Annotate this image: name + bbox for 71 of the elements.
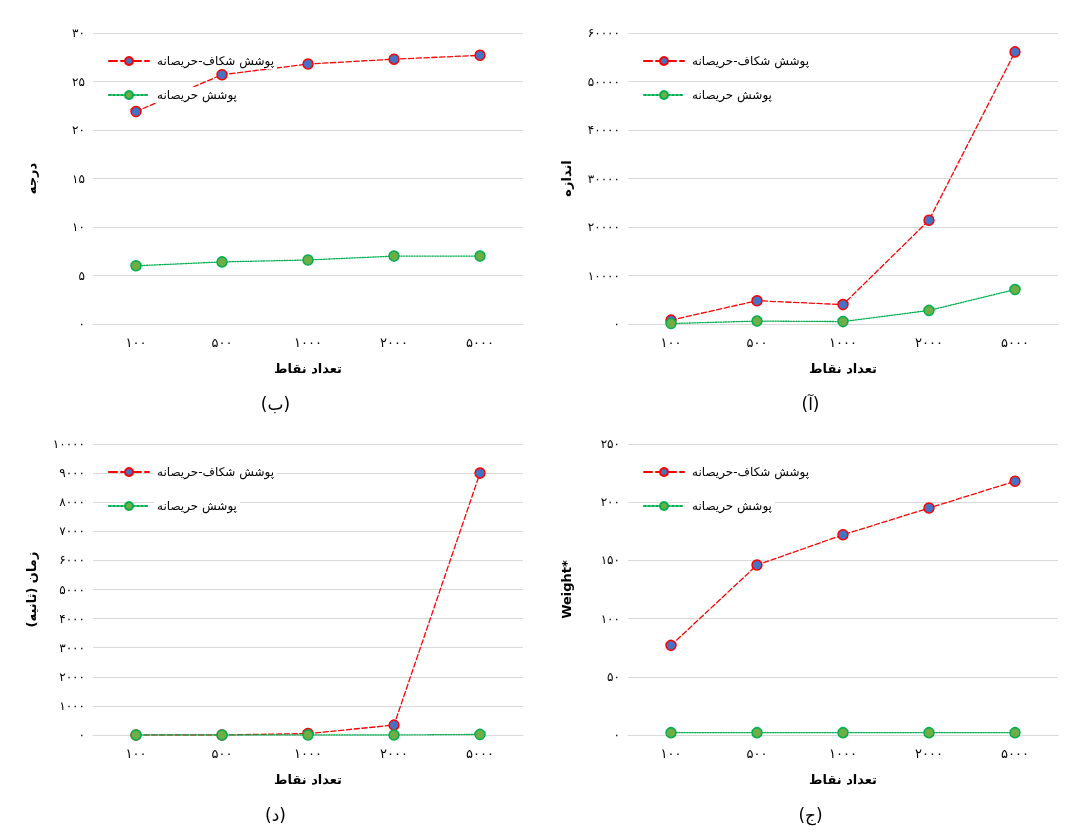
- x-tick-label: ۵۰۰: [746, 335, 768, 350]
- x-axis-title: تعداد نقاط: [273, 361, 343, 376]
- y-tick-label: ۲۰۰۰: [59, 669, 85, 684]
- y-axis-title: درجه: [24, 162, 39, 195]
- y-tick-label: ۲۰: [72, 123, 85, 137]
- x-tick-label: ۵۰۰۰: [466, 746, 494, 761]
- x-tick-label: ۵۰۰۰: [1001, 335, 1029, 350]
- y-tick-label: ۰: [613, 728, 620, 742]
- y-tick-label: ۲۵۰: [600, 437, 620, 451]
- text: (ج): [798, 804, 823, 826]
- x-tick-label: ۵۰۰: [211, 335, 233, 350]
- y-axis-title: زمان (ثانیه): [24, 551, 39, 628]
- x-tick-label: ۵۰۰۰: [1001, 746, 1029, 761]
- y-tick-label: ۳۰: [72, 26, 85, 40]
- y-tick-label: ۶۰۰۰۰: [587, 26, 620, 40]
- x-tick-label: ۱۰۰۰: [829, 335, 857, 350]
- legend-label: پوشش شکاف-حریصانه: [692, 54, 810, 69]
- y-tick-label: ۱۵۰: [600, 553, 620, 568]
- x-tick-label: ۲۰۰۰: [380, 335, 408, 350]
- legend-label: پوشش حریصانه: [692, 88, 772, 103]
- text: (ب): [260, 393, 291, 414]
- y-tick-label: ۵۰۰۰: [59, 582, 85, 597]
- y-tick-label: ۱۰: [72, 220, 85, 234]
- y-tick-label: ۸۰۰۰: [59, 495, 85, 510]
- x-tick-label: ۵۰۰۰: [466, 335, 494, 350]
- x-tick-label: ۵۰۰: [211, 746, 233, 761]
- y-tick-label: ۷۰۰۰: [59, 524, 85, 539]
- legend-label: پوشش شکاف-حریصانه: [157, 465, 275, 480]
- x-axis-title: تعداد نقاط: [808, 772, 878, 787]
- x-tick-label: ۱۰۰: [125, 335, 147, 350]
- y-tick-label: ۵: [78, 268, 85, 283]
- y-axis-title: Weight*: [559, 559, 574, 619]
- y-tick-label: ۴۰۰۰۰: [587, 123, 620, 137]
- y-tick-label: ۴۰۰۰: [59, 611, 85, 626]
- y-tick-label: ۶۰۰۰: [59, 553, 85, 568]
- x-tick-label: ۱۰۰۰: [294, 746, 322, 761]
- y-tick-label: ۱۰۰۰۰: [587, 268, 620, 283]
- x-tick-label: ۱۰۰۰: [829, 746, 857, 761]
- y-tick-label: ۲۰۰: [600, 495, 620, 510]
- y-tick-label: ۹۰۰۰: [59, 466, 85, 481]
- legend-label: پوشش شکاف-حریصانه: [692, 465, 810, 480]
- y-tick-label: ۲۰۰۰۰: [587, 220, 620, 234]
- y-tick-label: ۰: [78, 317, 85, 331]
- y-tick-label: ۳۰۰۰۰: [587, 171, 620, 186]
- y-tick-label: ۱۰۰۰: [59, 698, 85, 713]
- legend-label: پوشش حریصانه: [157, 88, 237, 103]
- x-tick-label: ۱۰۰۰: [294, 335, 322, 350]
- legend-label: پوشش حریصانه: [157, 499, 237, 514]
- y-tick-label: ۱۰۰۰۰: [52, 437, 85, 451]
- x-tick-label: ۲۰۰۰: [915, 746, 943, 761]
- text: (د): [265, 804, 286, 825]
- y-tick-label: ۵۰: [607, 669, 620, 684]
- x-tick-label: ۲۰۰۰: [915, 335, 943, 350]
- legend-label: پوشش حریصانه: [692, 499, 772, 514]
- y-axis-title: اندازه: [559, 160, 574, 197]
- y-tick-label: ۱۰۰: [600, 611, 620, 626]
- text: (آ): [801, 392, 820, 414]
- x-axis-title: تعداد نقاط: [808, 361, 878, 376]
- y-tick-label: ۱۵: [72, 171, 85, 186]
- x-tick-label: ۵۰۰: [746, 746, 768, 761]
- x-tick-label: ۲۰۰۰: [380, 746, 408, 761]
- y-tick-label: ۰: [78, 728, 85, 742]
- x-tick-label: ۱۰۰: [125, 746, 147, 761]
- y-tick-label: ۲۵: [72, 74, 85, 89]
- y-tick-label: ۳۰۰۰: [59, 640, 85, 655]
- legend-label: پوشش شکاف-حریصانه: [157, 54, 275, 69]
- y-tick-label: ۵۰۰۰۰: [587, 74, 620, 89]
- x-axis-title: تعداد نقاط: [273, 772, 343, 787]
- x-tick-label: ۱۰۰: [660, 335, 682, 350]
- x-tick-label: ۱۰۰: [660, 746, 682, 761]
- y-tick-label: ۰: [613, 317, 620, 331]
